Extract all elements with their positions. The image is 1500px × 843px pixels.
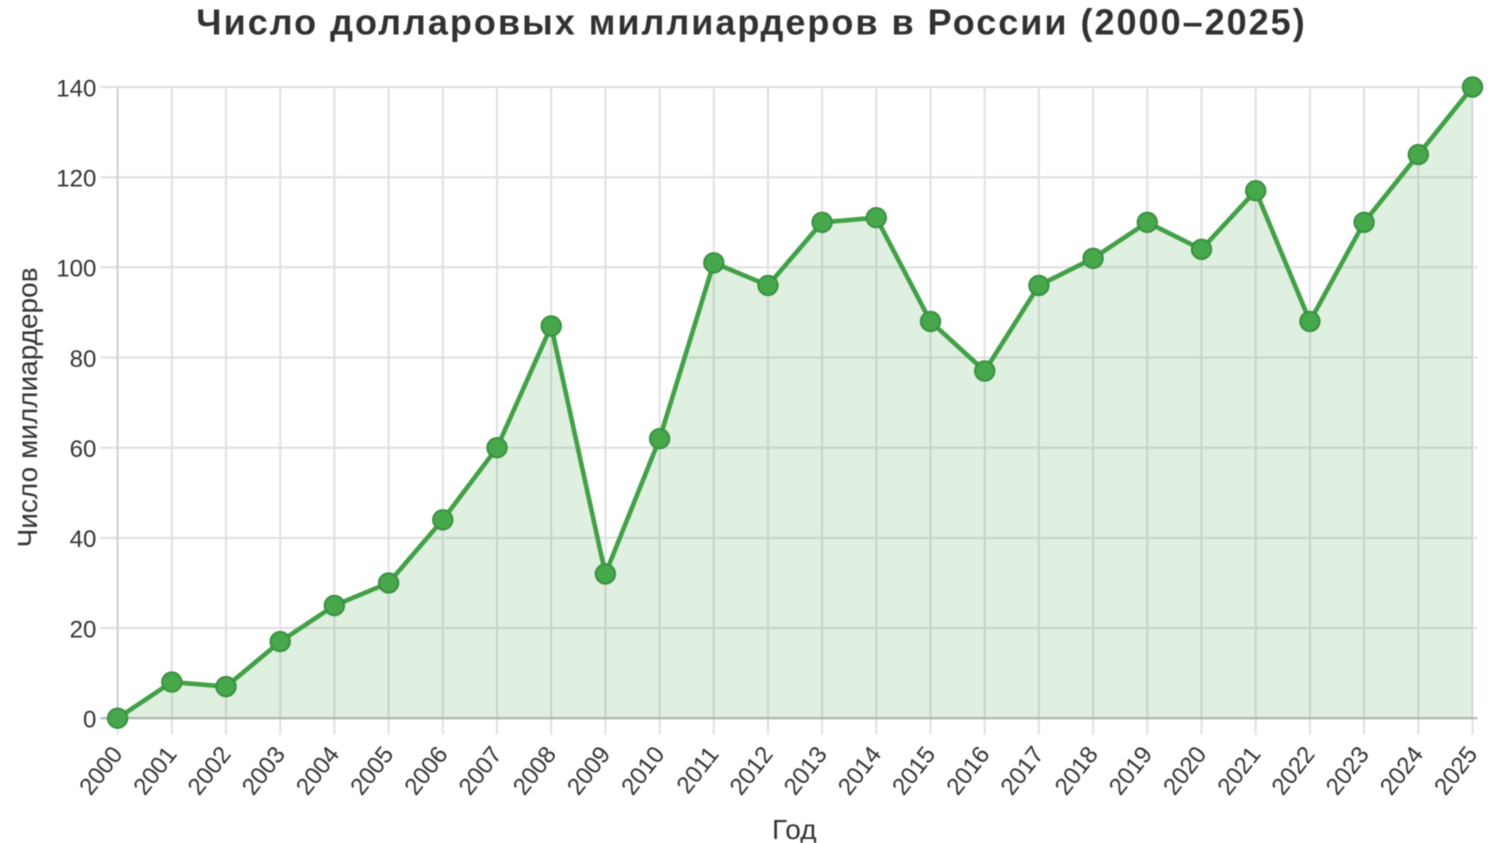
svg-text:Число долларовых миллиардеров: Число долларовых миллиардеров в России (… [196,2,1306,43]
svg-text:100: 100 [56,256,96,283]
svg-text:Год: Год [772,814,817,843]
svg-text:0: 0 [83,707,96,734]
svg-text:60: 60 [70,436,97,463]
svg-text:20: 20 [70,616,97,643]
svg-text:40: 40 [70,526,97,553]
svg-text:140: 140 [56,75,96,102]
svg-text:120: 120 [56,166,96,193]
svg-text:Число миллиардеров: Число миллиардеров [12,267,43,547]
svg-text:80: 80 [70,346,97,373]
